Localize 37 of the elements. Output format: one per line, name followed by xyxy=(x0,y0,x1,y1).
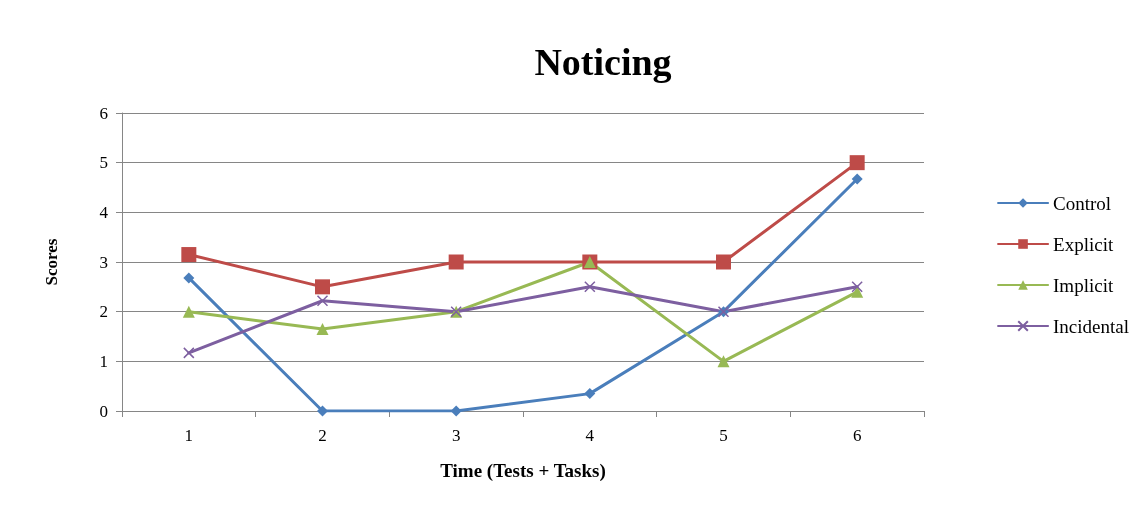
point xyxy=(182,305,195,318)
chart-title: Noticing xyxy=(534,41,672,83)
point xyxy=(716,254,731,270)
point xyxy=(851,281,863,293)
x-tick-label: 4 xyxy=(585,426,595,445)
y-tick-label: 6 xyxy=(99,103,108,123)
legend-label: Control xyxy=(1053,192,1112,214)
x-tick-label: 2 xyxy=(318,426,327,445)
point xyxy=(183,347,195,359)
point xyxy=(315,279,330,295)
point xyxy=(316,323,329,336)
point xyxy=(584,388,596,400)
point xyxy=(450,405,462,417)
point xyxy=(316,294,329,307)
point xyxy=(181,247,197,263)
y-axis-title: Scores xyxy=(42,238,61,286)
point xyxy=(317,405,328,417)
y-tick-label: 4 xyxy=(99,202,109,222)
y-tick-label: 5 xyxy=(99,153,108,173)
x-tick-label: 3 xyxy=(451,426,461,445)
y-tick-label: 2 xyxy=(99,302,108,322)
x-axis-title: Time (Tests + Tasks) xyxy=(440,460,606,482)
point xyxy=(849,155,865,171)
x-tick-label: 1 xyxy=(184,426,194,445)
y-tick-label: 1 xyxy=(99,351,108,371)
point xyxy=(717,355,730,368)
legend-label: Implicit xyxy=(1053,274,1114,296)
legend-label: Incidental xyxy=(1053,315,1130,337)
point xyxy=(448,254,464,270)
x-tick-label: 5 xyxy=(719,426,728,445)
y-tick-label: 3 xyxy=(99,252,108,272)
point xyxy=(851,173,863,185)
point xyxy=(584,281,596,293)
x-tick-label: 6 xyxy=(852,426,862,445)
y-tick-label: 0 xyxy=(99,401,108,421)
point xyxy=(183,272,195,284)
legend-label: Explicit xyxy=(1053,233,1114,255)
